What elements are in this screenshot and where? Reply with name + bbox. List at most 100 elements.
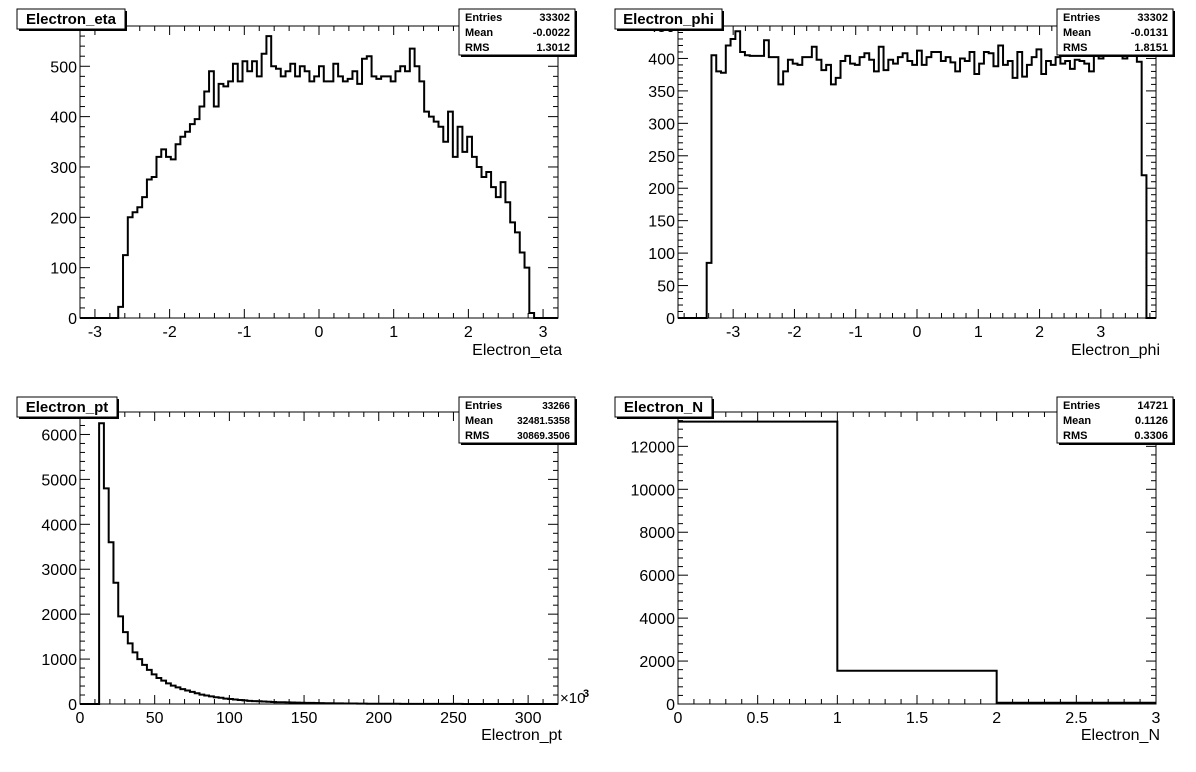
x-tick-label: 3 xyxy=(1096,324,1105,341)
panel-electron-eta: -3 -2 -1 0 1 2 3 0 100 200 300 400 500 Electron_eta El… xyxy=(16,8,577,359)
histogram-series xyxy=(678,30,1156,319)
stats-value: 0.1126 xyxy=(1135,415,1168,427)
chart-title: Electron_N xyxy=(624,399,703,416)
plot-frame xyxy=(677,411,1157,705)
y-tick-label: 2000 xyxy=(41,607,77,624)
y-tick-label: 100 xyxy=(648,246,675,263)
y-tick-label: 4000 xyxy=(639,611,675,628)
stats-value: 33266 xyxy=(542,401,570,412)
stats-label: Mean xyxy=(1063,415,1091,427)
y-tick-label: 1000 xyxy=(41,652,77,669)
y-tick-label: 3000 xyxy=(41,562,77,579)
y-tick-label: 0 xyxy=(666,697,675,714)
stats-value: 33302 xyxy=(1137,12,1168,24)
x-tick-label: 50 xyxy=(146,710,164,727)
y-tick-label: 150 xyxy=(648,214,675,231)
x-tick-label: 2.5 xyxy=(1065,710,1087,727)
x-tick-label: 300 xyxy=(515,710,542,727)
x-tick-label: 2 xyxy=(464,324,473,341)
x-tick-label: 0 xyxy=(674,710,683,727)
x-tick-label: 3 xyxy=(1152,710,1161,727)
panel-electron-pt: 0 50 100 150 200 250 3000100020003000400050006… xyxy=(16,396,589,744)
y-tick-label: 200 xyxy=(50,210,77,227)
y-tick-label: 6000 xyxy=(639,568,675,585)
stats-value: 30869.3506 xyxy=(517,431,570,442)
title-box xyxy=(16,396,118,418)
y-tick-label: 200 xyxy=(648,181,675,198)
title-box xyxy=(16,8,126,30)
stats-box xyxy=(458,8,576,56)
y-tick-label: 12000 xyxy=(631,439,676,456)
x-tick-label: 100 xyxy=(216,710,243,727)
y-tick-label: 350 xyxy=(648,84,675,101)
stats-box xyxy=(1056,396,1174,444)
y-tick-label: 8000 xyxy=(639,525,675,542)
x-tick-label: 0.5 xyxy=(747,710,769,727)
x-tick-label: 1 xyxy=(974,324,983,341)
x-tick-label: -2 xyxy=(163,324,177,341)
x-tick-label: -1 xyxy=(849,324,863,341)
x-tick-label: 0 xyxy=(76,710,85,727)
x-tick-label: 1 xyxy=(389,324,398,341)
stats-label: Mean xyxy=(465,27,493,39)
x-tick-label: 250 xyxy=(440,710,467,727)
y-tick-label: 300 xyxy=(50,160,77,177)
stats-label: RMS xyxy=(465,42,489,54)
y-tick-label: 50 xyxy=(657,279,675,296)
x-tick-label: 0 xyxy=(913,324,922,341)
stats-box xyxy=(1056,8,1174,56)
stats-value: 1.3012 xyxy=(536,42,570,54)
chart-title: Electron_pt xyxy=(26,399,109,416)
y-tick-label: 400 xyxy=(648,51,675,68)
stats-value: -0.0131 xyxy=(1131,27,1168,39)
y-tick-label: 4000 xyxy=(41,517,77,534)
plot-frame xyxy=(677,25,1157,319)
title-box xyxy=(614,396,713,418)
y-tick-label: 0 xyxy=(666,311,675,328)
y-tick-label: 300 xyxy=(648,116,675,133)
y-tick-label: 250 xyxy=(648,149,675,166)
stats-value: 32481.5358 xyxy=(517,416,570,427)
x-tick-label: 0 xyxy=(315,324,324,341)
y-tick-label: 400 xyxy=(50,110,77,127)
x-axis-multiplier: ×10 xyxy=(560,690,585,707)
x-tick-label: 2 xyxy=(992,710,1001,727)
x-tick-label: 3 xyxy=(539,324,548,341)
stats-label: Entries xyxy=(465,12,502,24)
chart-title: Electron_phi xyxy=(623,11,714,28)
x-axis-multiplier-exponent: 3 xyxy=(583,688,589,700)
x-tick-label: -3 xyxy=(726,324,740,341)
stats-value: 33302 xyxy=(539,12,570,24)
x-axis-title: Electron_N xyxy=(1081,727,1160,744)
histogram-series xyxy=(80,35,558,319)
stats-value: 0.3306 xyxy=(1134,430,1168,442)
x-tick-label: 1 xyxy=(833,710,842,727)
x-tick-label: -3 xyxy=(88,324,102,341)
y-tick-label: 500 xyxy=(50,59,77,76)
stats-box xyxy=(458,396,576,444)
y-tick-label: 5000 xyxy=(41,472,77,489)
y-tick-label: 10000 xyxy=(631,482,676,499)
stats-label: Entries xyxy=(1063,400,1100,412)
x-tick-label: 200 xyxy=(365,710,392,727)
stats-label: RMS xyxy=(1063,430,1087,442)
stats-value: 14721 xyxy=(1137,400,1168,412)
y-tick-label: 100 xyxy=(50,261,77,278)
panel-electron-n: 0 0.5 1 1.5 2 2.5 3 0 2000 4000 6000 8000 10000 12000… xyxy=(614,396,1175,744)
x-tick-label: 150 xyxy=(291,710,318,727)
chart-title: Electron_eta xyxy=(26,11,117,28)
x-axis-title: Electron_eta xyxy=(472,342,562,359)
stats-label: Mean xyxy=(465,415,493,427)
stats-label: Mean xyxy=(1063,27,1091,39)
stats-label: Entries xyxy=(465,400,502,412)
title-box xyxy=(614,8,723,30)
stats-label: Entries xyxy=(1063,12,1100,24)
x-tick-label: 2 xyxy=(1035,324,1044,341)
histogram-series xyxy=(678,420,1156,704)
x-tick-label: 1.5 xyxy=(906,710,928,727)
panel-electron-phi: -3-2-10123050100150200250300350400450Ele… xyxy=(614,8,1175,359)
stats-label: RMS xyxy=(1063,42,1087,54)
histogram-series xyxy=(80,422,558,705)
x-axis-title: Electron_phi xyxy=(1071,342,1160,359)
